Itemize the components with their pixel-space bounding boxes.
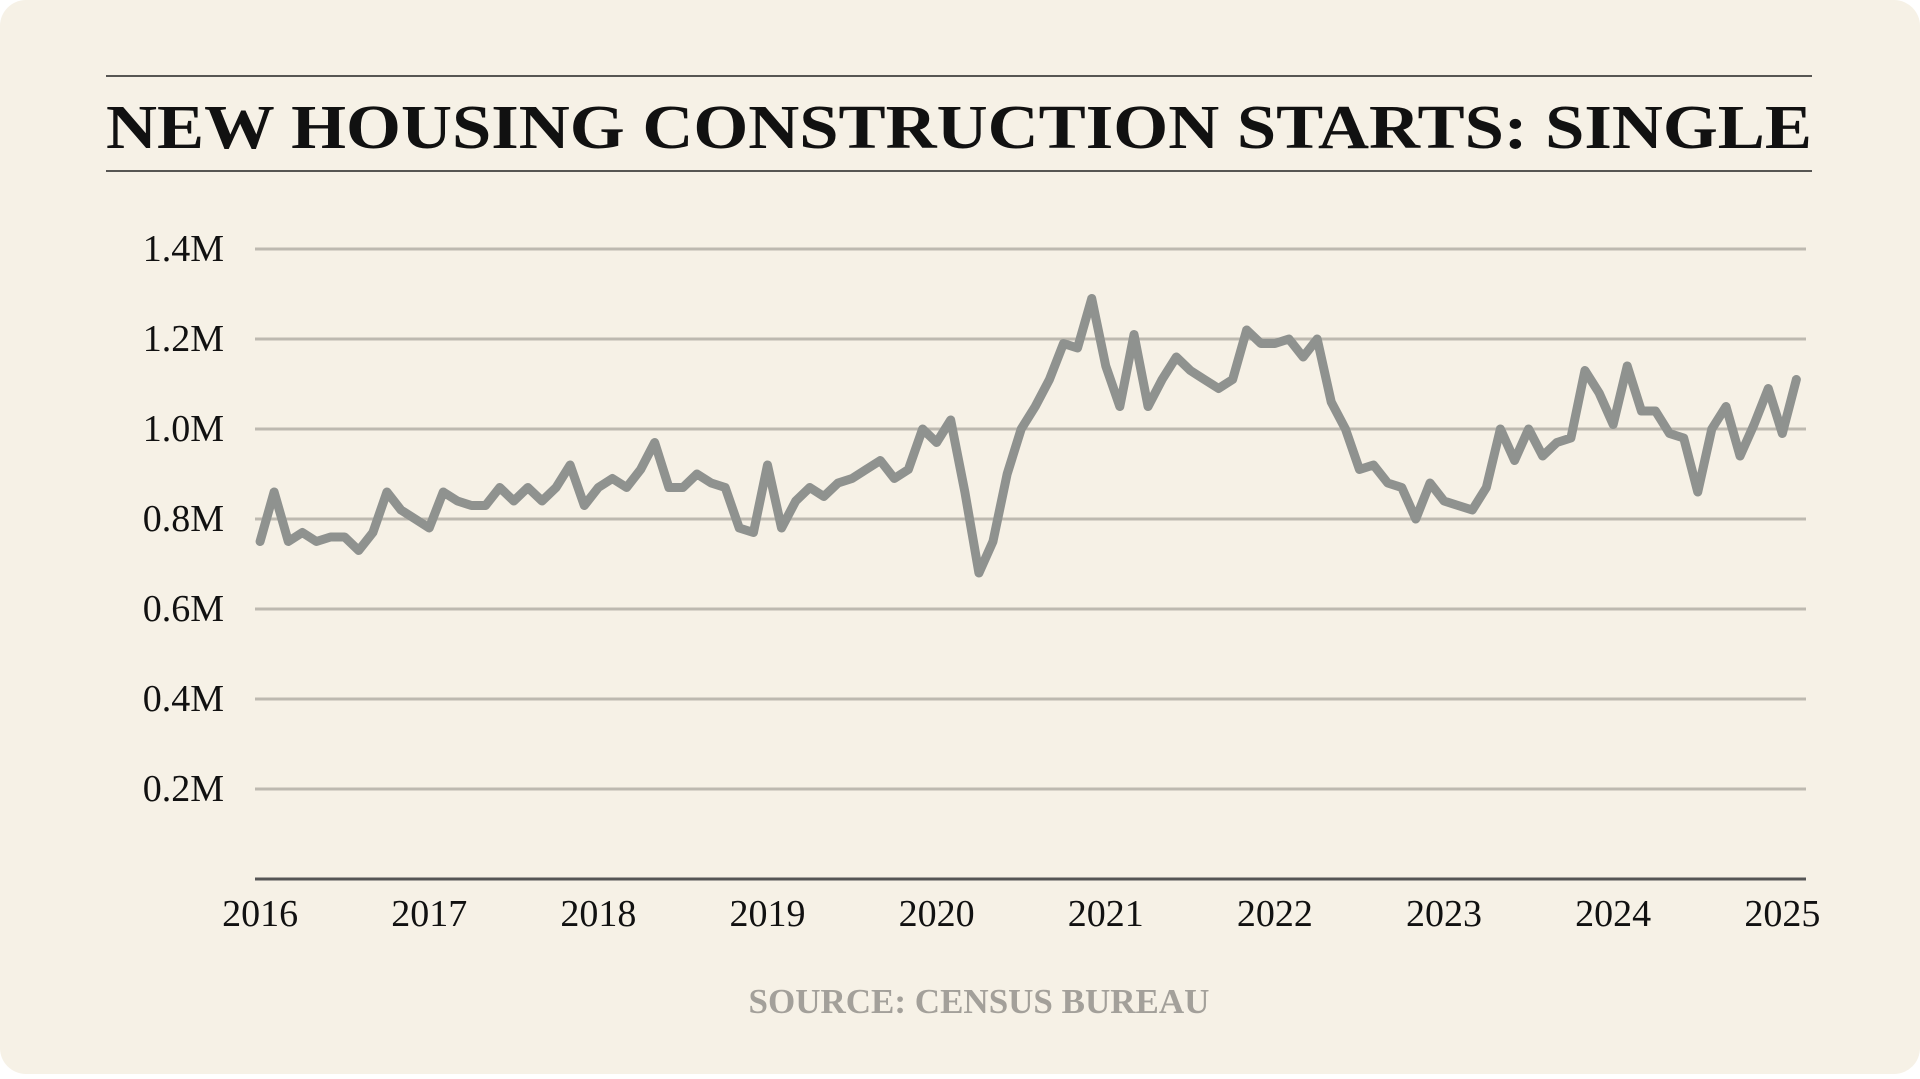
y-tick-label: 0.8M [143,498,224,540]
y-tick-label: 1.0M [143,408,224,450]
x-tick-label: 2024 [1575,893,1651,935]
series-line [255,294,1801,578]
source-note: SOURCE: CENSUS BUREAU [749,982,1210,1021]
y-tick-label: 1.4M [143,228,224,270]
x-tick-label: 2019 [729,893,805,935]
x-tick-label: 2021 [1068,893,1144,935]
x-tick-label: 2018 [560,893,636,935]
x-tick-label: 2020 [899,893,975,935]
x-tick-label: 2022 [1237,893,1313,935]
y-tick-label: 0.6M [143,588,224,630]
x-tick-label: 2016 [222,893,298,935]
y-tick-label: 0.2M [143,768,224,810]
x-tick-label: 2017 [391,893,467,935]
chart-title: NEW HOUSING CONSTRUCTION STARTS: SINGLE [106,94,1812,162]
y-tick-label: 1.2M [143,318,224,360]
x-tick-label: 2025 [1744,893,1820,935]
y-tick-label: 0.4M [143,678,224,720]
plot-area: 0.2M 0.4M 0.6M 0.8M 1.0M 1.2M 1.4M 2016 2017 2018… [143,228,1821,935]
x-tick-label: 2023 [1406,893,1482,935]
